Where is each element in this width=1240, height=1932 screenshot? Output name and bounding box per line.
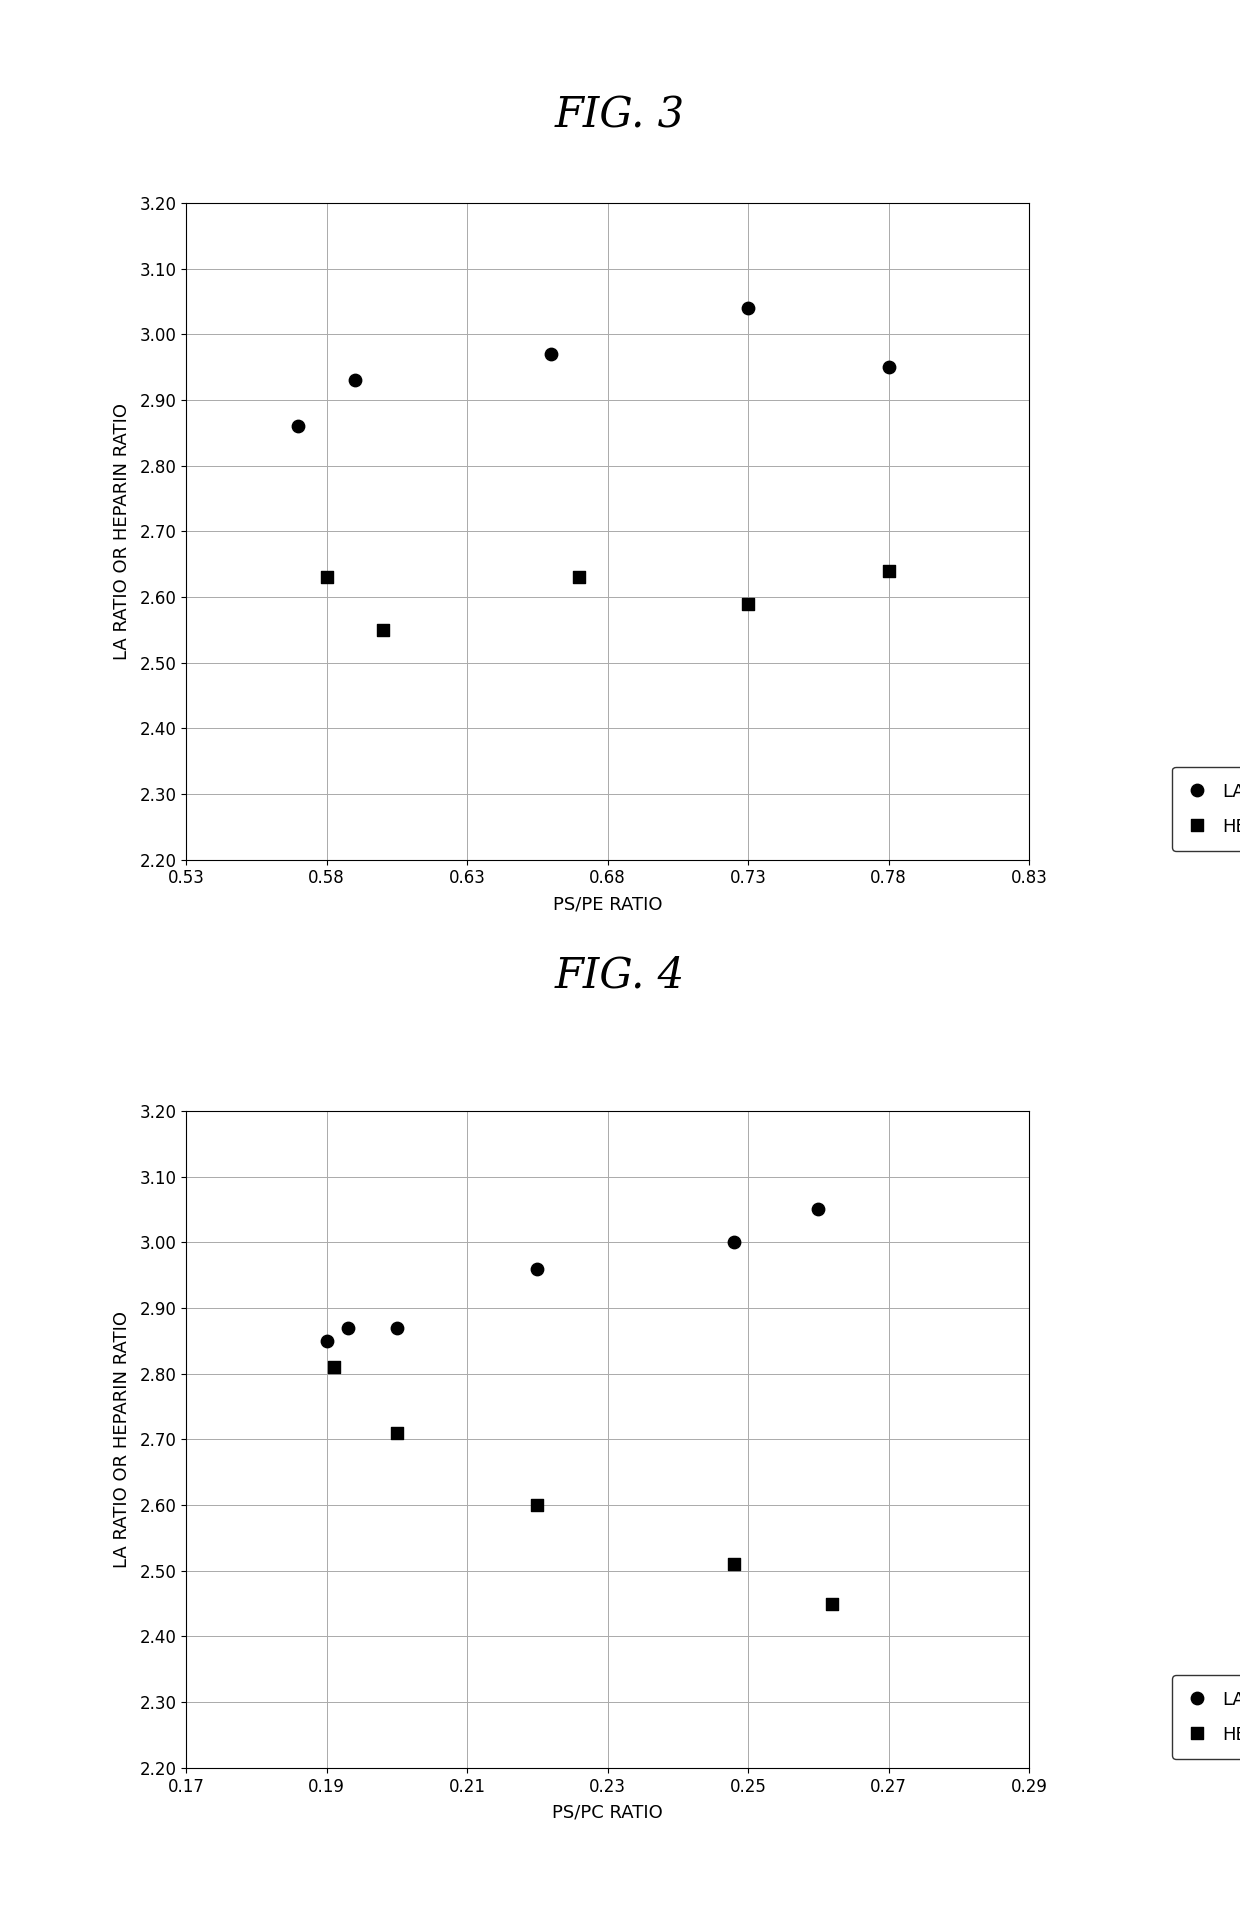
- HEPARIN: [387, 1418, 407, 1449]
- LA: [738, 292, 758, 323]
- Legend: LA, HEPARIN: LA, HEPARIN: [1172, 767, 1240, 850]
- LA: [542, 338, 562, 369]
- LA: [879, 352, 899, 383]
- LA: [289, 412, 309, 442]
- Y-axis label: LA RATIO OR HEPARIN RATIO: LA RATIO OR HEPARIN RATIO: [113, 402, 131, 661]
- HEPARIN: [822, 1588, 842, 1619]
- Text: FIG. 3: FIG. 3: [556, 95, 684, 137]
- LA: [316, 1325, 336, 1356]
- HEPARIN: [879, 554, 899, 585]
- HEPARIN: [738, 587, 758, 618]
- HEPARIN: [569, 562, 589, 593]
- LA: [337, 1312, 357, 1343]
- X-axis label: PS/PE RATIO: PS/PE RATIO: [553, 896, 662, 914]
- Legend: LA, HEPARIN: LA, HEPARIN: [1172, 1675, 1240, 1758]
- LA: [808, 1194, 828, 1225]
- X-axis label: PS/PC RATIO: PS/PC RATIO: [552, 1804, 663, 1822]
- HEPARIN: [527, 1490, 547, 1520]
- LA: [724, 1227, 744, 1258]
- Text: FIG. 4: FIG. 4: [556, 954, 684, 997]
- HEPARIN: [316, 562, 336, 593]
- Y-axis label: LA RATIO OR HEPARIN RATIO: LA RATIO OR HEPARIN RATIO: [113, 1310, 131, 1569]
- HEPARIN: [324, 1352, 343, 1383]
- LA: [345, 365, 365, 396]
- LA: [527, 1254, 547, 1285]
- HEPARIN: [724, 1549, 744, 1580]
- HEPARIN: [373, 614, 393, 645]
- LA: [387, 1312, 407, 1343]
